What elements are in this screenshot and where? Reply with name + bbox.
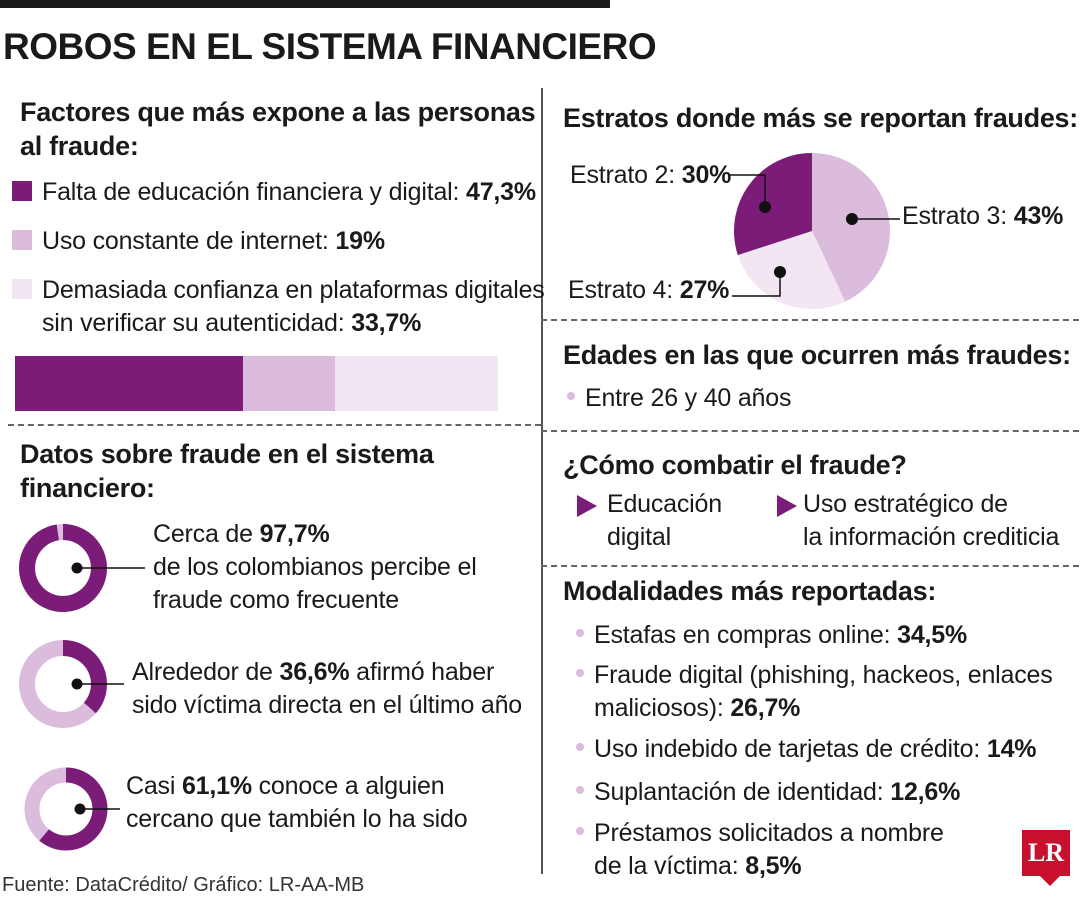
modalidades-heading: Modalidades más reportadas: <box>563 576 937 606</box>
combatir-item-1: Educación digital <box>607 490 722 551</box>
donut-value-arc <box>19 524 107 612</box>
lr-logo-tail <box>1040 876 1060 886</box>
factor-item-3: Demasiada confianza en plataformas digit… <box>12 274 545 340</box>
dato-3: Casi 61,1% conoce a alguien cercano que … <box>126 772 468 833</box>
arrow-icon <box>777 495 797 517</box>
edades-heading: Edades en las que ocurren más fraudes: <box>563 340 1071 370</box>
leader-line <box>728 174 766 207</box>
estratos-heading: Estratos donde más se reportan fraudes: <box>563 103 1078 133</box>
lr-logo: LR <box>1022 830 1070 876</box>
modalidad-item-2: Fraude digital (phishing, hackeos, enlac… <box>576 659 1053 725</box>
bullet-dot <box>567 392 575 401</box>
modalidad-item-5: Préstamos solicitados a nombre de la víc… <box>576 817 944 883</box>
edades-item: Entre 26 y 40 años <box>567 382 791 415</box>
pie-slice <box>812 153 890 302</box>
estrato-3-label: Estrato 3: 43% <box>902 202 1064 230</box>
bar-segment <box>243 356 336 411</box>
bullet-dot <box>576 786 584 795</box>
pie-slice <box>737 231 846 309</box>
dato-1: Cerca de 97,7% de los colombianos percib… <box>153 520 477 614</box>
top-rule <box>0 0 610 8</box>
donut-charts <box>19 524 145 851</box>
bullet-dot <box>576 827 584 836</box>
divider <box>541 565 1079 567</box>
factor-item-2: Uso constante de internet: 19% <box>12 225 385 258</box>
modalidad-item-3: Uso indebido de tarjetas de crédito: 14% <box>576 733 1036 766</box>
bullet-dot <box>576 669 584 678</box>
combatir-item-2: Uso estratégico de la información credit… <box>803 490 1060 551</box>
legend-swatch-dark <box>12 181 32 202</box>
bar-segment <box>15 356 244 411</box>
datos-heading: Datos sobre fraude en el sistema financi… <box>20 439 434 503</box>
donut-value-arc <box>62 640 107 714</box>
page-title: ROBOS EN EL SISTEMA FINANCIERO <box>3 26 657 67</box>
modalidad-item-1: Estafas en compras online: 34,5% <box>576 619 967 652</box>
bar-segment <box>335 356 498 411</box>
bullet-dot <box>576 629 584 638</box>
divider <box>8 424 541 426</box>
pie-slice <box>734 153 812 256</box>
modalidad-item-4: Suplantación de identidad: 12,6% <box>576 776 960 809</box>
estrato-4-label: Estrato 4: 27% <box>568 276 730 304</box>
dato-2: Alrededor de 36,6% afirmó haber sido víc… <box>132 658 523 719</box>
leader-line <box>732 272 781 297</box>
estratos-pie <box>728 153 900 309</box>
factors-heading: Factores que más expone a las personas a… <box>20 97 536 161</box>
factor-item-1: Falta de educación financiera y digital:… <box>12 176 536 209</box>
arrow-icon <box>577 495 597 517</box>
column-divider <box>541 88 543 874</box>
bullet-dot <box>576 743 584 752</box>
legend-swatch-light <box>12 279 32 300</box>
source-note: Fuente: DataCrédito/ Gráfico: LR-AA-MB <box>2 874 365 896</box>
legend-swatch-mid <box>12 230 32 251</box>
stacked-bar <box>15 356 498 411</box>
divider <box>541 430 1079 432</box>
combatir-heading: ¿Cómo combatir el fraude? <box>563 450 907 480</box>
estrato-2-label: Estrato 2: 30% <box>570 161 732 189</box>
donut-value-arc <box>39 767 108 851</box>
divider <box>541 319 1079 321</box>
